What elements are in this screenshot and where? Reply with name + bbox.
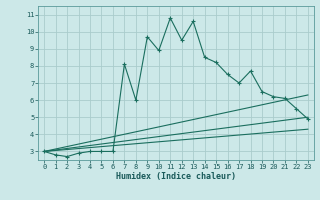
X-axis label: Humidex (Indice chaleur): Humidex (Indice chaleur) <box>116 172 236 181</box>
